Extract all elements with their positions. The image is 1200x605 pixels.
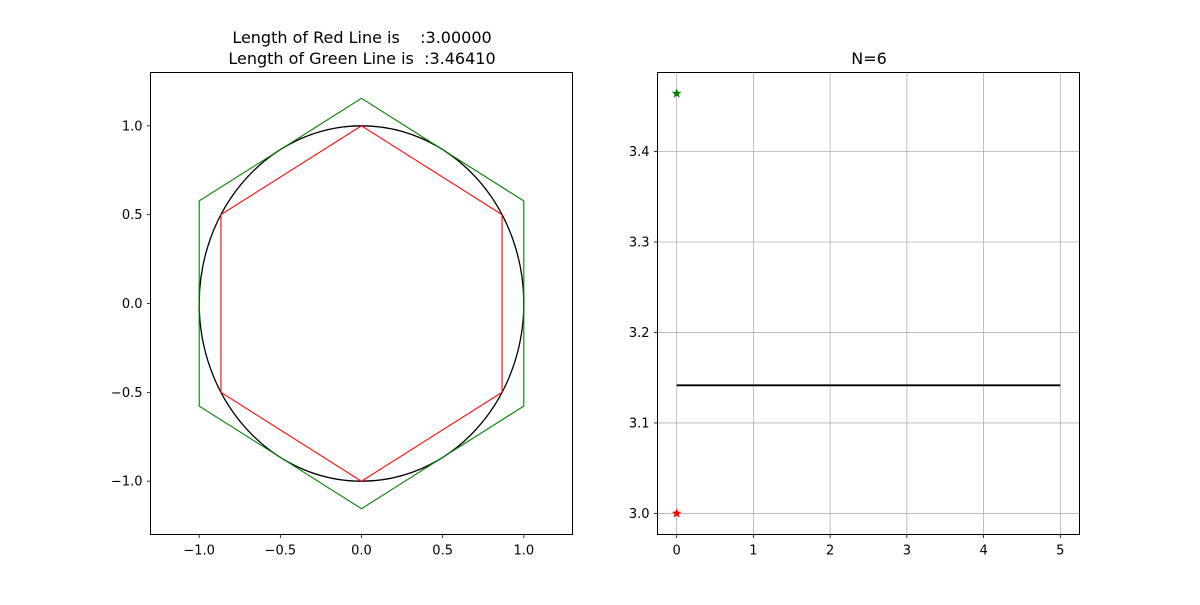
right-x-tick-label-1: 1	[749, 544, 757, 559]
right-green-star-marker	[671, 88, 682, 98]
right-axes-frame	[657, 72, 1080, 535]
right-y-tick-label-1: 3.1	[629, 416, 650, 431]
left-axes: Length of Red Line is :3.00000 Length of…	[111, 28, 573, 559]
right-axes: N=6 0 1 2 3 4 5 3.0 3.1 3.2 3.3 3.4	[629, 49, 1080, 559]
right-x-tick-label-2: 2	[826, 544, 834, 559]
right-x-tick-label-3: 3	[903, 544, 911, 559]
left-plot-area	[198, 97, 525, 510]
right-y-axis: 3.0 3.1 3.2 3.3 3.4	[629, 145, 658, 522]
right-x-tick-label-0: 0	[673, 544, 681, 559]
right-title: N=6	[851, 49, 887, 68]
right-red-star-marker	[671, 508, 682, 518]
left-x-tick-label-1: −0.5	[265, 544, 297, 559]
left-title-line2: Length of Green Line is :3.46410	[228, 49, 495, 68]
left-x-tick-label-2: 0.0	[351, 544, 372, 559]
left-x-tick-label-3: 0.5	[432, 544, 453, 559]
right-y-tick-label-4: 3.4	[629, 145, 650, 160]
left-x-tick-label-4: 1.0	[513, 544, 534, 559]
right-x-tick-label-4: 4	[979, 544, 987, 559]
left-x-tick-label-0: −1.0	[183, 544, 215, 559]
right-x-axis: 0 1 2 3 4 5	[673, 534, 1064, 559]
left-unit-circle	[198, 125, 525, 482]
left-y-tick-label-2: 0.0	[122, 297, 143, 312]
right-x-tick-label-5: 5	[1056, 544, 1064, 559]
left-y-tick-label-0: −1.0	[111, 475, 143, 490]
right-y-tick-label-3: 3.3	[629, 235, 650, 250]
right-y-tick-label-2: 3.2	[629, 326, 650, 341]
left-title-line1: Length of Red Line is :3.00000	[232, 28, 491, 47]
right-plot-area	[671, 88, 1061, 518]
left-x-axis: −1.0 −0.5 0.0 0.5 1.0	[183, 534, 534, 559]
left-y-tick-label-3: 0.5	[122, 208, 143, 223]
left-green-hexagon	[198, 97, 525, 510]
left-y-axis: −1.0 −0.5 0.0 0.5 1.0	[111, 119, 151, 490]
right-y-tick-label-0: 3.0	[629, 507, 650, 522]
left-y-tick-label-1: −0.5	[111, 386, 143, 401]
left-axes-frame	[150, 72, 573, 535]
left-red-hexagon	[220, 125, 503, 482]
left-y-tick-label-4: 1.0	[122, 119, 143, 134]
right-grid	[657, 72, 1080, 535]
